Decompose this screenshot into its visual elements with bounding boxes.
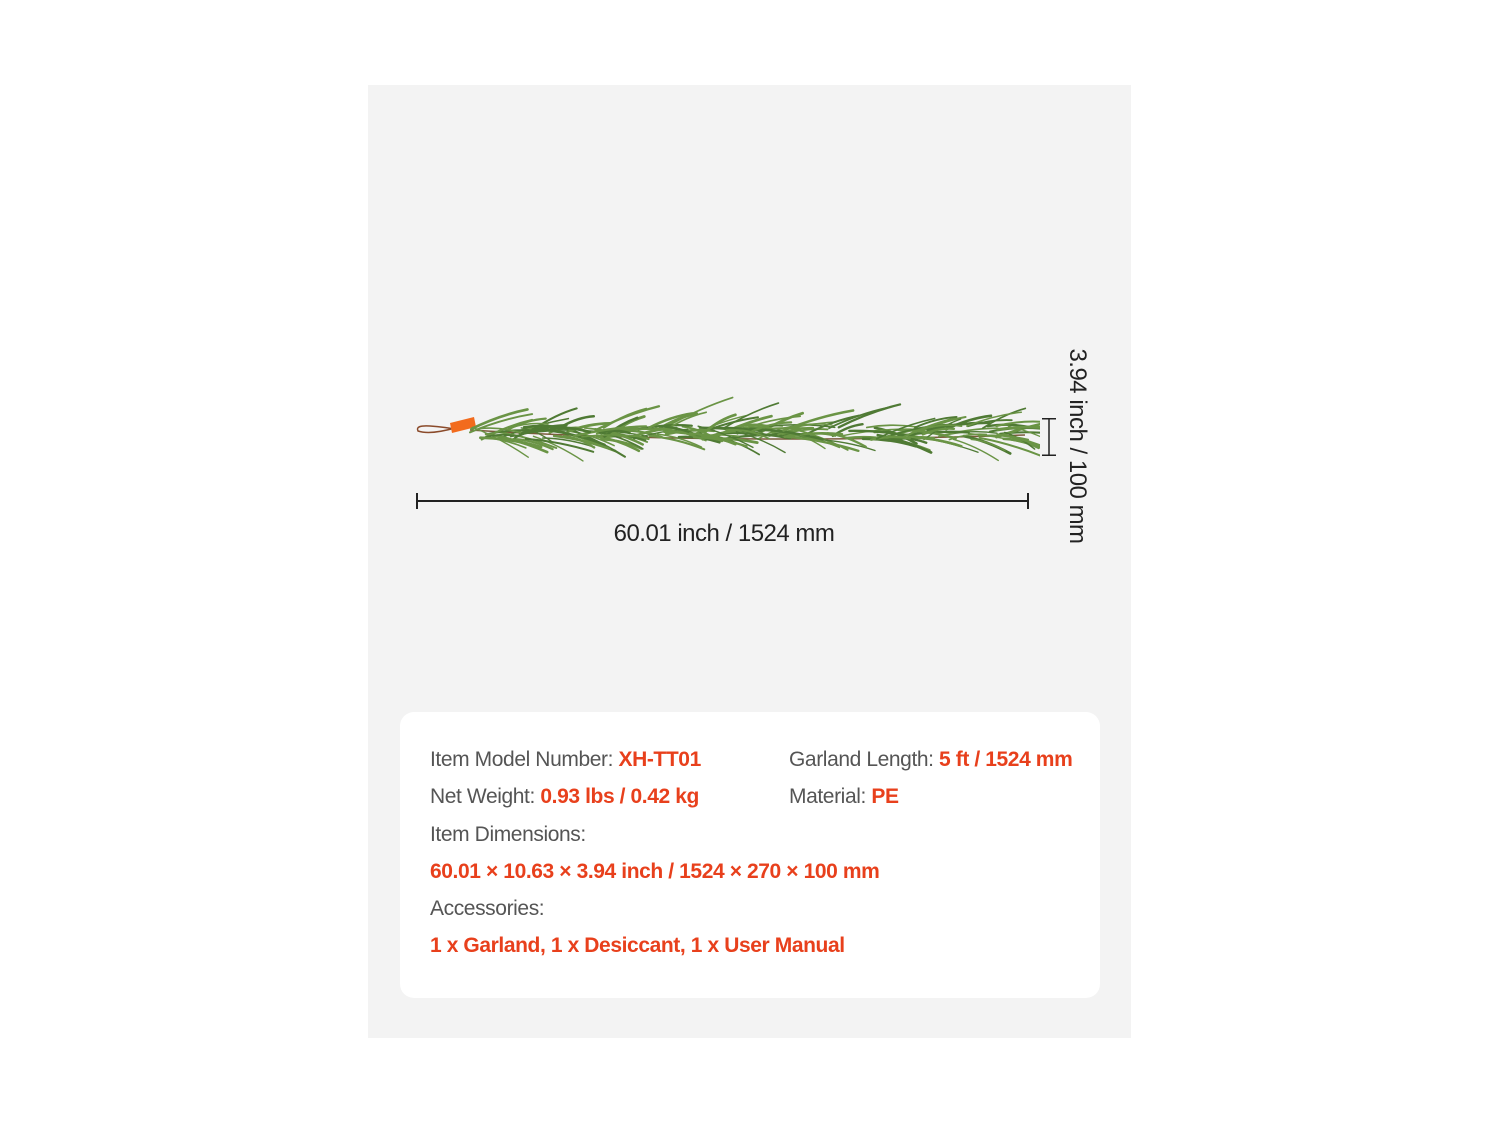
- garland-needle: [697, 425, 754, 449]
- spec-value: 5 ft / 1524 mm: [939, 748, 1073, 771]
- spec-garland-length: Garland Length: 5 ft / 1524 mm: [789, 748, 1073, 772]
- garland-needle: [977, 434, 1030, 441]
- spec-value: XH-TT01: [618, 748, 701, 771]
- garland-needle: [966, 411, 1023, 427]
- garland-needle: [865, 424, 918, 429]
- spec-material: Material: PE: [789, 785, 899, 809]
- garland-needle: [533, 407, 578, 430]
- garland-needle: [995, 420, 1040, 428]
- garland-needle: [777, 426, 815, 436]
- garland-needle: [598, 429, 631, 435]
- garland-needle: [581, 434, 643, 438]
- garland-needle: [782, 409, 855, 432]
- garland-needle: [837, 403, 902, 429]
- spec-dimensions-label: Item Dimensions:: [430, 823, 586, 846]
- garland-needle: [648, 412, 694, 429]
- garland-needle: [870, 435, 911, 441]
- garland-needle: [512, 437, 554, 451]
- garland-needle: [952, 438, 999, 462]
- orange-tag: [450, 417, 476, 433]
- spec-label: Item Model Number:: [430, 748, 619, 771]
- garland-needle: [948, 433, 988, 441]
- spec-card: Item Model Number: XH-TT01 Garland Lengt…: [400, 712, 1100, 998]
- garland-needle: [982, 407, 1027, 429]
- spec-value: 0.93 lbs / 0.42 kg: [540, 785, 699, 808]
- garland-needle: [470, 408, 529, 431]
- garland-needle: [914, 415, 958, 429]
- garland-needle: [799, 433, 836, 437]
- garland-needle: [704, 413, 737, 433]
- garland-needle: [735, 429, 770, 440]
- length-label: 60.01 inch / 1524 mm: [613, 520, 835, 547]
- garland-needle: [656, 433, 703, 448]
- garland-needle: [479, 427, 522, 434]
- garland-image: [416, 396, 1040, 462]
- garland-needle: [664, 428, 716, 436]
- length-tick-left: [416, 493, 418, 509]
- garland-needle: [524, 437, 595, 453]
- garland-needle: [479, 436, 543, 449]
- spec-model: Item Model Number: XH-TT01: [430, 748, 701, 772]
- spec-label: Material:: [789, 785, 872, 808]
- garland-needle: [751, 421, 793, 433]
- garland-needle: [602, 407, 648, 429]
- garland-needle: [1002, 437, 1040, 450]
- garland-needle: [532, 435, 584, 462]
- length-dimension-line: [417, 500, 1028, 502]
- garland-needle: [996, 425, 1040, 431]
- garland-needle: [664, 396, 734, 428]
- garland-needle: [601, 432, 644, 450]
- spec-label: Net Weight:: [430, 785, 541, 808]
- spec-net-weight: Net Weight: 0.93 lbs / 0.42 kg: [430, 785, 699, 809]
- garland-needle: [722, 402, 780, 430]
- garland-needle: [907, 436, 963, 448]
- garland-needle: [970, 438, 1006, 452]
- garland-needle: [923, 424, 963, 430]
- garland-needle: [563, 434, 596, 449]
- garland-needle: [709, 426, 763, 433]
- garland-needle: [656, 412, 699, 431]
- spec-dimensions-value: 60.01 × 10.63 × 3.94 inch / 1524 × 270 ×…: [430, 860, 880, 883]
- hanging-loop: [416, 425, 461, 434]
- height-dimension-bracket: [1042, 418, 1056, 456]
- spec-accessories-label: Accessories:: [430, 897, 545, 920]
- garland-needle: [550, 426, 591, 434]
- spec-value: PE: [871, 785, 899, 808]
- spec-accessories-value: 1 x Garland, 1 x Desiccant, 1 x User Man…: [430, 934, 845, 957]
- garland-needle: [514, 426, 550, 439]
- garland-needle: [967, 419, 1013, 428]
- garland-needle: [573, 425, 648, 438]
- garland-needle: [509, 430, 569, 438]
- garland-needle: [599, 438, 643, 450]
- garland-needle: [786, 432, 841, 449]
- garland-needle: [692, 436, 748, 448]
- garland-needle: [510, 422, 549, 429]
- garland-needle: [654, 427, 707, 442]
- garland-needle: [806, 414, 860, 435]
- height-label: 3.94 inch / 100 mm: [1064, 348, 1091, 544]
- garland-needle: [648, 434, 706, 451]
- spec-label: Garland Length:: [789, 748, 940, 771]
- garland-needle: [566, 421, 612, 433]
- garland-needle: [944, 414, 993, 431]
- garland-needle: [600, 428, 663, 435]
- garland-needle: [875, 417, 936, 440]
- garland-needle: [921, 427, 956, 436]
- garland-needle: [978, 436, 1040, 457]
- garland-needle: [735, 431, 786, 454]
- length-tick-right: [1027, 493, 1029, 509]
- garland-needle: [781, 428, 829, 436]
- garland-needle: [531, 427, 569, 436]
- garland-needle: [469, 413, 534, 434]
